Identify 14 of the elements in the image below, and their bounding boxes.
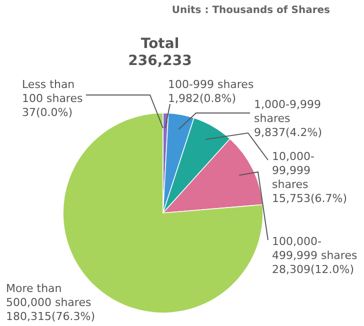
- data-label: 1,982(0.8%): [168, 92, 236, 105]
- slice-label: More than 500,000 shares: [6, 282, 92, 309]
- slice-label: 10,000-99,999 shares: [272, 150, 314, 191]
- data-label: 9,837(4.2%): [254, 126, 322, 139]
- data-label: 37(0.0%): [22, 106, 73, 119]
- slice-label: 100,000-499,999 shares: [272, 235, 358, 262]
- text: Units : Thousands of Shares: [172, 5, 330, 16]
- slice-label: 100-999 shares: [168, 78, 254, 91]
- data-label: 15,753(6.7%): [272, 192, 348, 205]
- slice-label: 1,000-9,999 shares: [254, 98, 321, 125]
- data-label: 180,315(76.3%): [6, 310, 96, 323]
- data-label: 28,309(12.0%): [272, 263, 354, 276]
- chart-title: Total 236,233: [128, 36, 192, 69]
- slice-label: Less than 100 shares: [22, 78, 83, 105]
